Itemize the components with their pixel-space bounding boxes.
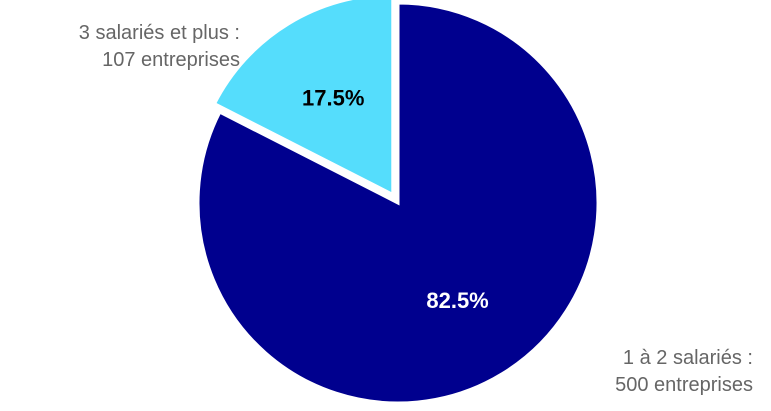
category-label-1-a-2-salaries: 1 à 2 salariés : 500 entreprises (538, 345, 753, 399)
data-label-3-salaries-et-plus: 17.5% (302, 85, 364, 110)
category-label-line: 3 salariés et plus : (0, 20, 240, 47)
category-label-line: 1 à 2 salariés : (538, 345, 753, 372)
category-count-line: 500 entreprises (538, 372, 753, 399)
category-label-3-salaries-et-plus: 3 salariés et plus : 107 entreprises (0, 20, 240, 74)
data-label-1-a-2-salaries: 82.5% (426, 288, 488, 313)
category-count-line: 107 entreprises (0, 47, 240, 74)
